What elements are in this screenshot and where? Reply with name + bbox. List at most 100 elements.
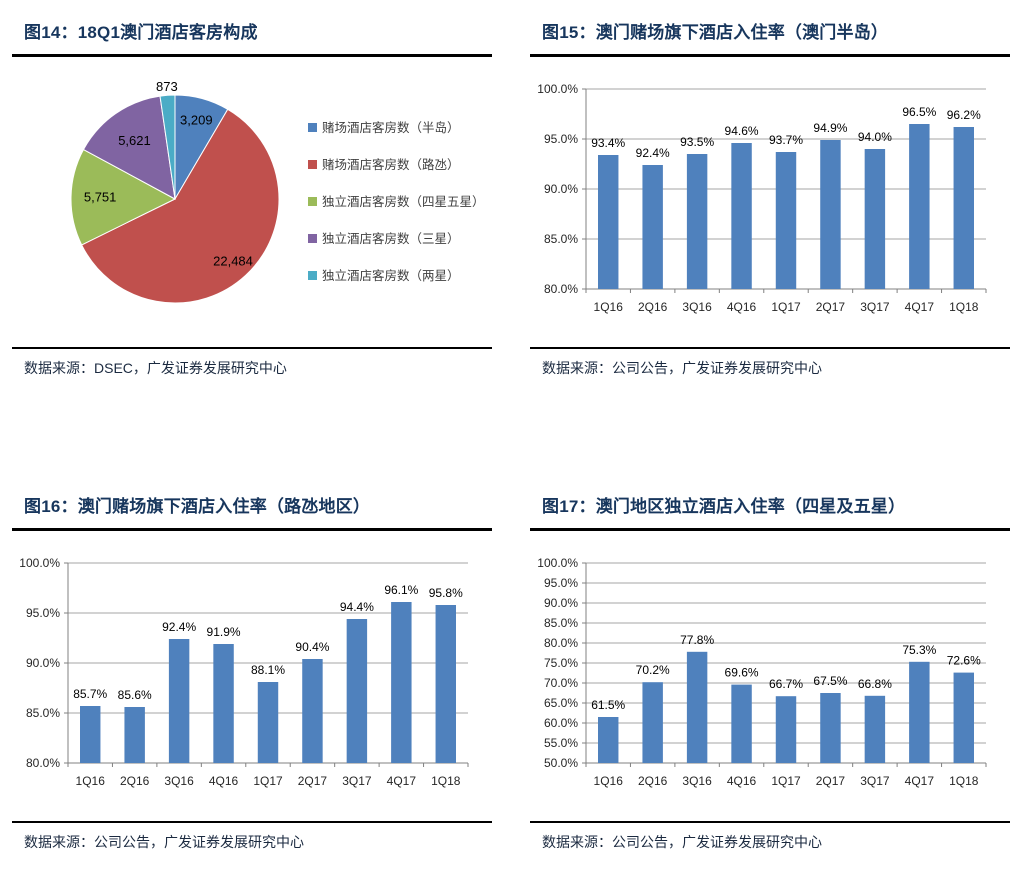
bar-value-label: 95.8% xyxy=(429,586,463,600)
data-source-note: 数据来源：公司公告，广发证券发展研究中心 xyxy=(542,834,822,850)
occupancy-bar-chart-peninsula: 80.0% 85.0% 90.0% 95.0% 100.0% 93.4% 1Q16 92.4%… xyxy=(530,57,1010,347)
bar-2Q16 xyxy=(642,682,663,763)
x-axis-category-label: 2Q17 xyxy=(816,774,846,788)
y-axis-tick-label: 80.0% xyxy=(544,636,578,650)
figure-panel-16: 图16：澳门赌场旗下酒店入住率（路氹地区） 80.0% 85.0% 90.0% 95.… xyxy=(12,482,492,852)
x-axis-category-label: 1Q17 xyxy=(253,774,283,788)
pie-value-label: 5,751 xyxy=(84,190,117,205)
occupancy-bar-chart-independent: 50.0% 55.0% 60.0% 65.0% 70.0% 75.0% 80.0% 85.0%… xyxy=(530,531,1010,821)
bar-3Q16 xyxy=(686,651,708,763)
legend-label: 独立酒店客房数（两星） xyxy=(322,268,460,283)
bar-value-label: 94.6% xyxy=(725,124,759,138)
bar-value-label: 85.6% xyxy=(118,688,152,702)
y-axis-tick-label: 90.0% xyxy=(544,596,578,610)
bar-value-label: 88.1% xyxy=(251,663,285,677)
x-axis-category-label: 2Q16 xyxy=(638,300,668,314)
x-axis-category-label: 4Q16 xyxy=(209,774,239,788)
bar-1Q18 xyxy=(435,605,456,763)
pie-value-label: 873 xyxy=(156,79,178,94)
figure-panel-17: 图17：澳门地区独立酒店入住率（四星及五星） 50.0% 55.0% 60.0% 65… xyxy=(530,482,1010,852)
bar-value-label: 93.4% xyxy=(591,136,625,150)
x-axis-category-label: 4Q16 xyxy=(727,774,757,788)
y-axis-tick-label: 55.0% xyxy=(544,736,578,750)
x-axis-category-label: 2Q16 xyxy=(638,774,668,788)
x-axis-category-label: 4Q17 xyxy=(387,774,417,788)
y-axis-tick-label: 85.0% xyxy=(26,706,60,720)
bar-value-label: 92.4% xyxy=(162,620,196,634)
x-axis-category-label: 1Q16 xyxy=(76,774,106,788)
bar-3Q17 xyxy=(346,619,368,763)
x-axis-category-label: 3Q16 xyxy=(164,774,194,788)
bar-value-label: 69.6% xyxy=(725,666,759,680)
hotel-room-composition-pie-chart: 3,209 22,484 5,751 5,621 873 赌场酒店客房数（半岛） 赌场酒店客… xyxy=(12,57,492,347)
y-axis-tick-label: 100.0% xyxy=(537,82,578,96)
y-axis-tick-label: 100.0% xyxy=(19,556,60,570)
bar-4Q16 xyxy=(731,143,752,289)
bar-value-label: 61.5% xyxy=(591,698,625,712)
bar-value-label: 94.4% xyxy=(340,600,374,614)
x-axis-category-label: 2Q17 xyxy=(298,774,328,788)
y-axis-tick-label: 70.0% xyxy=(544,676,578,690)
x-axis-category-label: 3Q16 xyxy=(682,300,712,314)
x-axis-category-label: 4Q17 xyxy=(905,774,935,788)
legend-label: 赌场酒店客房数（半岛） xyxy=(322,120,460,135)
bar-value-label: 66.7% xyxy=(769,677,803,691)
bar-2Q17 xyxy=(302,659,323,763)
bar-4Q17 xyxy=(391,602,412,763)
x-axis-category-label: 1Q17 xyxy=(771,774,801,788)
bar-value-label: 96.2% xyxy=(947,108,981,122)
bar-4Q17 xyxy=(909,124,930,289)
x-axis-category-label: 3Q17 xyxy=(860,774,890,788)
title-divider xyxy=(530,54,1010,57)
data-source-note: 数据来源：DSEC，广发证券发展研究中心 xyxy=(24,360,287,376)
y-axis-tick-label: 80.0% xyxy=(544,282,578,296)
bar-1Q17 xyxy=(257,682,279,763)
bar-3Q17 xyxy=(864,149,886,289)
bar-1Q16 xyxy=(80,706,101,763)
x-axis-category-label: 1Q18 xyxy=(949,300,979,314)
source-divider xyxy=(12,347,492,349)
x-axis-category-label: 4Q17 xyxy=(905,300,935,314)
bar-value-label: 85.7% xyxy=(73,687,107,701)
figure-panel-14: 图14：18Q1澳门酒店客房构成 3,209 22,484 5,751 5,621 87… xyxy=(12,8,492,378)
legend-swatch xyxy=(308,234,317,243)
bar-1Q16 xyxy=(598,155,619,289)
bar-value-label: 94.0% xyxy=(858,130,892,144)
y-axis-tick-label: 85.0% xyxy=(544,616,578,630)
pie-slice-5 xyxy=(159,94,176,200)
source-divider xyxy=(530,347,1010,349)
figure-title: 图14：18Q1澳门酒店客房构成 xyxy=(24,23,258,42)
x-axis-category-label: 1Q16 xyxy=(594,774,624,788)
legend-label: 赌场酒店客房数（路氹） xyxy=(322,157,460,172)
bar-value-label: 67.5% xyxy=(813,674,847,688)
figure-panel-15: 图15：澳门赌场旗下酒店入住率（澳门半岛） 80.0% 85.0% 90.0% 95.… xyxy=(530,8,1010,378)
x-axis-category-label: 4Q16 xyxy=(727,300,757,314)
bar-value-label: 96.5% xyxy=(902,105,936,119)
y-axis-tick-label: 65.0% xyxy=(544,696,578,710)
legend-swatch xyxy=(308,160,317,169)
pie-slice-4 xyxy=(82,95,176,200)
title-divider xyxy=(530,528,1010,531)
data-source-note: 数据来源：公司公告，广发证券发展研究中心 xyxy=(542,360,822,376)
bar-2Q17 xyxy=(820,693,841,763)
source-divider xyxy=(530,821,1010,823)
bar-value-label: 91.9% xyxy=(207,625,241,639)
bar-value-label: 77.8% xyxy=(680,633,714,647)
bar-value-label: 93.5% xyxy=(680,135,714,149)
y-axis-tick-label: 85.0% xyxy=(544,232,578,246)
bar-value-label: 92.4% xyxy=(636,146,670,160)
bar-4Q17 xyxy=(909,661,930,763)
pie-slice-2 xyxy=(81,108,280,304)
x-axis-category-label: 1Q16 xyxy=(594,300,624,314)
x-axis-category-label: 1Q18 xyxy=(949,774,979,788)
title-divider xyxy=(12,528,492,531)
x-axis-category-label: 3Q17 xyxy=(860,300,890,314)
x-axis-category-label: 2Q17 xyxy=(816,300,846,314)
source-divider xyxy=(12,821,492,823)
legend-swatch xyxy=(308,197,317,206)
bar-1Q18 xyxy=(953,672,974,763)
pie-slice-3 xyxy=(70,148,177,246)
bar-value-label: 94.9% xyxy=(813,121,847,135)
bar-1Q17 xyxy=(775,152,797,289)
legend-swatch xyxy=(308,271,317,280)
